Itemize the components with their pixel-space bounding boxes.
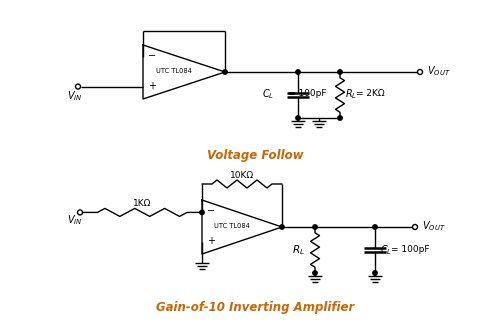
Circle shape xyxy=(296,116,300,120)
Text: = 100pF: = 100pF xyxy=(288,89,327,98)
Circle shape xyxy=(313,225,317,229)
Text: $C_L$: $C_L$ xyxy=(380,243,392,257)
Text: $R_L$: $R_L$ xyxy=(345,87,357,101)
Circle shape xyxy=(313,271,317,275)
Text: +: + xyxy=(207,236,215,246)
Circle shape xyxy=(223,70,227,74)
Text: $V_{OUT}$: $V_{OUT}$ xyxy=(422,219,446,233)
Text: Gain-of-10 Inverting Amplifier: Gain-of-10 Inverting Amplifier xyxy=(156,302,354,314)
Text: = 100pF: = 100pF xyxy=(391,246,430,254)
Circle shape xyxy=(76,84,80,89)
Text: UTC TL084: UTC TL084 xyxy=(214,223,250,229)
Text: $V_{IN}$: $V_{IN}$ xyxy=(67,214,83,227)
Text: = 2KΩ: = 2KΩ xyxy=(356,89,384,98)
Circle shape xyxy=(373,225,377,229)
Text: 10KΩ: 10KΩ xyxy=(230,171,254,180)
Circle shape xyxy=(338,70,342,74)
Circle shape xyxy=(280,225,284,229)
Circle shape xyxy=(200,210,204,214)
Circle shape xyxy=(338,116,342,120)
Circle shape xyxy=(373,271,377,275)
Text: Voltage Follow: Voltage Follow xyxy=(206,148,304,161)
Text: +: + xyxy=(148,81,156,90)
Circle shape xyxy=(78,210,82,215)
Text: UTC TL084: UTC TL084 xyxy=(156,68,192,74)
Text: $V_{OUT}$: $V_{OUT}$ xyxy=(427,64,450,78)
Circle shape xyxy=(418,70,422,75)
Text: $C_L$: $C_L$ xyxy=(262,87,274,101)
Text: −: − xyxy=(207,207,215,216)
Text: 1KΩ: 1KΩ xyxy=(133,199,152,208)
Circle shape xyxy=(412,224,418,229)
Text: $V_{IN}$: $V_{IN}$ xyxy=(67,90,83,104)
Circle shape xyxy=(296,70,300,74)
Text: −: − xyxy=(148,51,156,61)
Text: $R_L$: $R_L$ xyxy=(292,243,304,257)
